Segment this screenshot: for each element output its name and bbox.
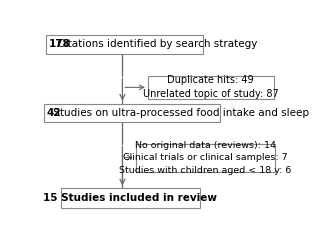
FancyBboxPatch shape: [148, 76, 274, 99]
FancyBboxPatch shape: [61, 188, 200, 208]
Text: Studies on ultra-processed food intake and sleep: Studies on ultra-processed food intake a…: [50, 108, 309, 118]
FancyBboxPatch shape: [44, 104, 220, 122]
Text: Citations identified by search strategy: Citations identified by search strategy: [54, 39, 257, 49]
Text: 178: 178: [49, 39, 71, 49]
FancyBboxPatch shape: [136, 144, 275, 172]
Text: No original data (reviews): 14
Clinical trials or clinical samples: 7
Studies wi: No original data (reviews): 14 Clinical …: [119, 141, 291, 175]
Text: 42: 42: [47, 108, 61, 118]
Text: 15 Studies included in review: 15 Studies included in review: [43, 193, 217, 203]
Text: Duplicate hits: 49
Unrelated topic of study: 87: Duplicate hits: 49 Unrelated topic of st…: [143, 75, 279, 99]
FancyBboxPatch shape: [46, 35, 203, 54]
